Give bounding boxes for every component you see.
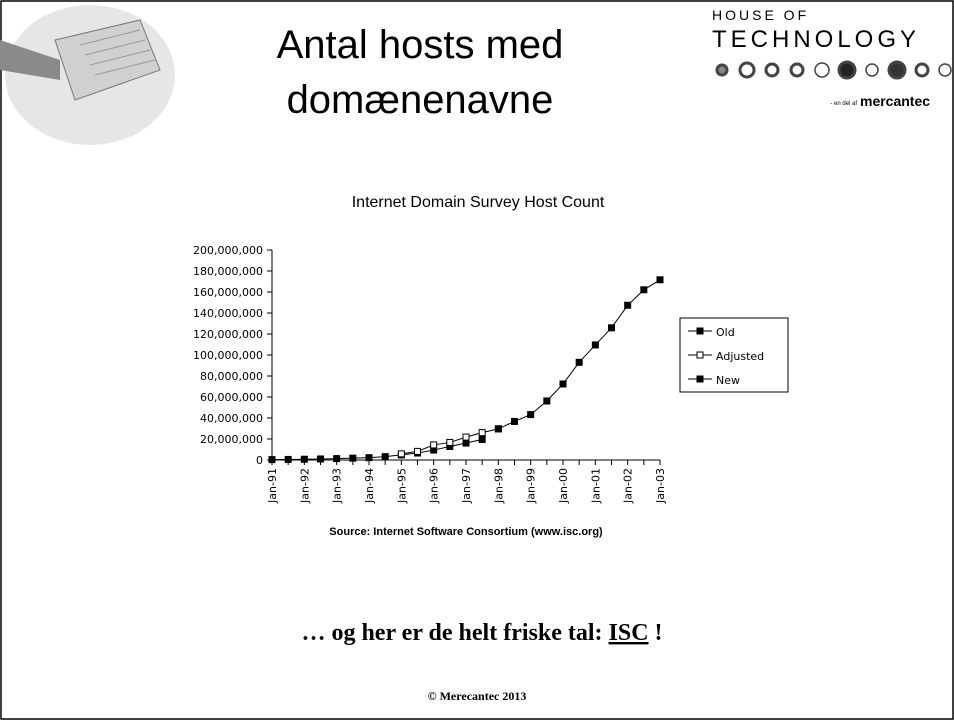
isc-link[interactable]: ISC [609,620,649,646]
data-point [431,442,437,448]
x-tick-label: Jan-91 [266,468,279,504]
slide-title: Antal hosts med [277,23,564,67]
logo-text: TECHNOLOGY [712,26,920,53]
data-point [495,426,501,432]
x-tick-label: Jan-02 [622,468,635,504]
data-point [512,418,518,424]
slide-title: domænenavne [287,78,554,122]
data-point [657,277,663,283]
data-point [318,456,324,462]
data-point [334,456,340,462]
data-point [625,302,631,308]
data-point [463,440,469,446]
legend-label: New [716,374,740,387]
x-tick-label: Jan-92 [298,468,311,504]
data-point [366,455,372,461]
x-tick-label: Jan-01 [589,468,602,504]
legend-label: Old [716,326,735,339]
data-point [285,456,291,462]
data-point [479,430,485,436]
x-tick-label: Jan-98 [492,468,505,504]
y-tick-label: 200,000,000 [193,244,263,257]
data-point [301,456,307,462]
x-tick-label: Jan-97 [460,468,473,504]
x-tick-label: Jan-93 [331,468,344,504]
y-tick-label: 60,000,000 [200,391,263,404]
data-point [592,342,598,348]
data-point [415,448,421,454]
logo-tagline: - en del af [830,101,857,107]
closing-line: … og her er de helt friske tal: ISC ! [301,620,662,646]
y-tick-label: 80,000,000 [200,370,263,383]
y-tick-label: 0 [256,454,263,467]
legend-marker [697,328,703,334]
x-tick-label: Jan-94 [363,468,376,504]
y-tick-label: 120,000,000 [193,328,263,341]
data-point [544,398,550,404]
y-tick-label: 20,000,000 [200,433,263,446]
logo-text: HOUSE OF [712,7,809,23]
data-point [560,381,566,387]
x-tick-label: Jan-00 [557,468,570,504]
closing-text: … og her er de helt friske tal: [301,620,608,646]
data-point [350,455,356,461]
legend-label: Adjusted [716,350,764,363]
data-point [398,451,404,457]
data-point [463,434,469,440]
data-point [479,436,485,442]
closing-text: ! [649,620,663,646]
x-tick-label: Jan-95 [395,468,408,504]
y-tick-label: 180,000,000 [193,265,263,278]
copyright: © Merecantec 2013 [428,689,527,703]
legend-marker [697,352,703,358]
y-tick-label: 100,000,000 [193,349,263,362]
logo-brand: mercantec [860,93,930,109]
x-tick-label: Jan-96 [428,468,441,504]
data-point [382,454,388,460]
data-point [447,439,453,445]
slide: Antal hosts med domænenavne HOUSE OF TEC… [0,0,954,720]
data-point [576,359,582,365]
data-point [269,457,275,463]
y-tick-label: 40,000,000 [200,412,263,425]
y-tick-label: 160,000,000 [193,286,263,299]
chart-source: Source: Internet Software Consortium (ww… [329,526,603,538]
chart-title: Internet Domain Survey Host Count [352,194,605,211]
legend-marker [697,376,703,382]
y-tick-label: 140,000,000 [193,307,263,320]
data-point [641,287,647,293]
data-point [528,412,534,418]
x-tick-label: Jan-99 [525,468,538,504]
x-tick-label: Jan-03 [654,468,667,504]
data-point [609,325,615,331]
